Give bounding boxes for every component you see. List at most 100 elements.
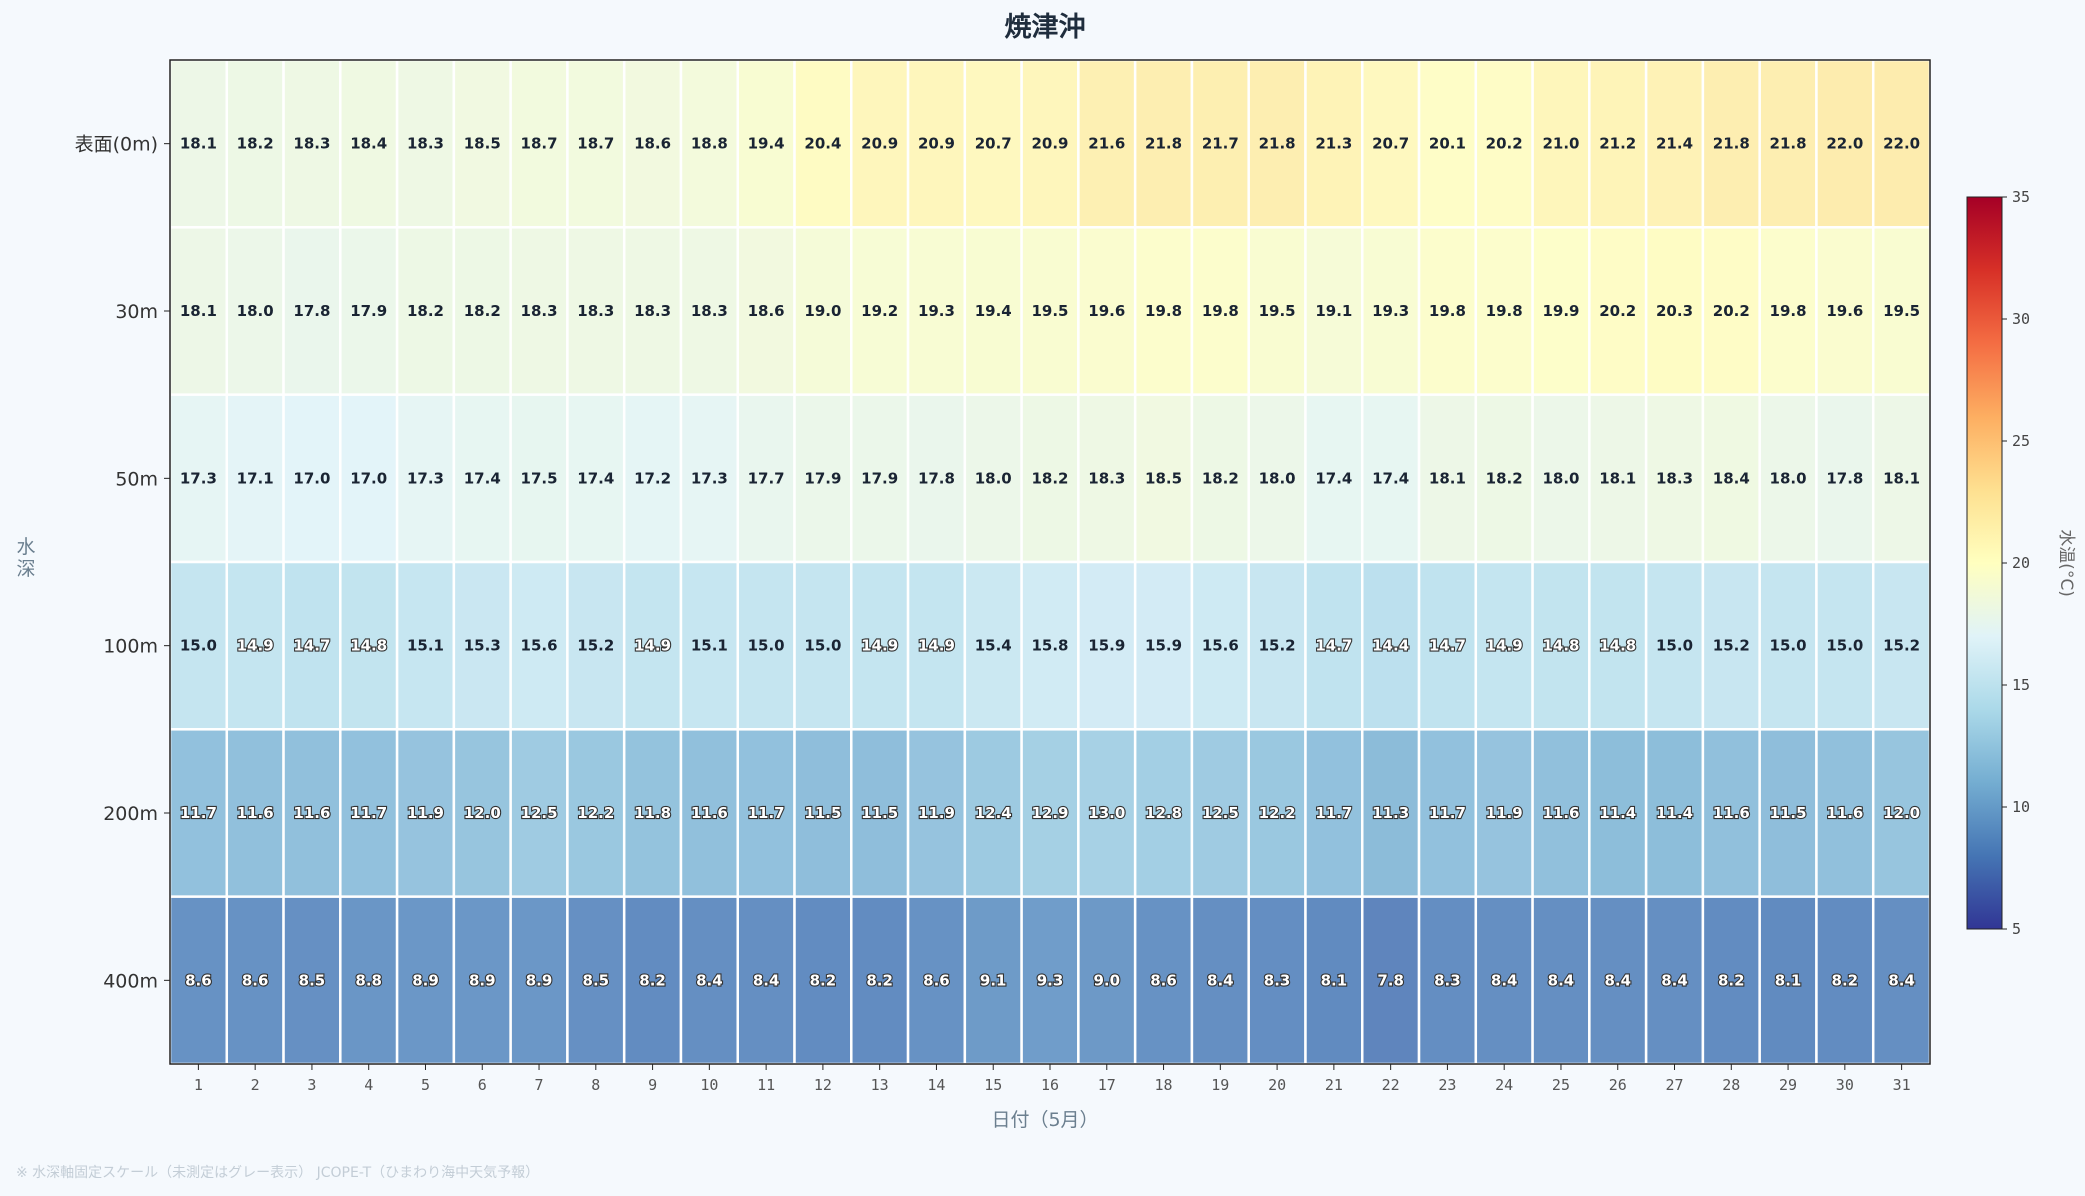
heatmap-cell bbox=[850, 393, 910, 564]
cell-value-label: 18.6 bbox=[748, 302, 785, 320]
heatmap-cell bbox=[509, 728, 569, 898]
colorbar-label: 水温(°C) bbox=[2056, 529, 2076, 597]
cell-value-label: 20.3 bbox=[1656, 302, 1693, 320]
cell-value-label: 11.4 bbox=[1656, 804, 1693, 822]
cell-value-label: 11.6 bbox=[237, 804, 274, 822]
cell-value-label: 19.6 bbox=[1088, 302, 1125, 320]
cell-value-label: 21.4 bbox=[1656, 135, 1693, 153]
cell-value-label: 8.5 bbox=[299, 971, 326, 989]
cell-value-label: 19.5 bbox=[1259, 302, 1296, 320]
heatmap-cell bbox=[1644, 58, 1705, 229]
cell-value-label: 14.8 bbox=[1542, 637, 1579, 655]
cell-value-label: 15.4 bbox=[975, 637, 1012, 655]
heatmap-cell bbox=[736, 393, 796, 564]
heatmap-cell bbox=[1474, 895, 1534, 1066]
heatmap-cell bbox=[736, 226, 796, 396]
cell-value-label: 17.4 bbox=[464, 469, 501, 487]
cell-value-label: 15.2 bbox=[1713, 637, 1750, 655]
x-tick-label: 13 bbox=[871, 1076, 889, 1094]
heatmap-cell bbox=[1247, 58, 1307, 229]
cell-value-label: 15.0 bbox=[1826, 637, 1863, 655]
cell-value-label: 9.3 bbox=[1037, 971, 1064, 989]
cell-value-label: 14.7 bbox=[293, 637, 330, 655]
heatmap-cell bbox=[1133, 226, 1194, 396]
cell-value-label: 21.8 bbox=[1259, 135, 1296, 153]
colorbar-tick-label: 15 bbox=[2012, 676, 2030, 694]
cell-value-label: 11.6 bbox=[691, 804, 728, 822]
colorbar: 5 10 15 20 25 30 35 水温(°C) bbox=[1966, 188, 2076, 938]
heatmap-cell bbox=[1758, 393, 1818, 564]
heatmap-cell bbox=[1361, 226, 1421, 396]
cell-value-label: 8.4 bbox=[696, 971, 723, 989]
heatmap-cell bbox=[1815, 560, 1875, 731]
heatmap-cell bbox=[793, 58, 853, 229]
heatmap-cell bbox=[1077, 58, 1137, 229]
cell-value-label: 15.2 bbox=[1883, 637, 1920, 655]
cell-value-label: 15.0 bbox=[180, 637, 217, 655]
cell-value-label: 11.5 bbox=[804, 804, 841, 822]
heatmap-cell bbox=[1531, 226, 1591, 396]
cell-value-label: 19.3 bbox=[1372, 302, 1409, 320]
cell-value-label: 8.6 bbox=[923, 971, 950, 989]
heatmap-cell bbox=[1247, 226, 1307, 396]
cell-value-label: 11.7 bbox=[748, 804, 785, 822]
cell-value-label: 15.9 bbox=[1145, 637, 1182, 655]
cell-value-label: 18.0 bbox=[1770, 469, 1807, 487]
heatmap-cell bbox=[1588, 560, 1648, 731]
x-tick-label: 4 bbox=[364, 1076, 373, 1094]
heatmap-cell bbox=[1020, 58, 1080, 229]
cell-value-label: 19.1 bbox=[1315, 302, 1352, 320]
cell-value-label: 8.1 bbox=[1321, 971, 1348, 989]
heatmap-cell bbox=[906, 728, 967, 898]
cell-value-label: 19.8 bbox=[1429, 302, 1466, 320]
cell-value-label: 8.4 bbox=[1661, 971, 1688, 989]
heatmap-cell bbox=[906, 226, 967, 396]
heatmap-cell bbox=[509, 895, 569, 1066]
heatmap-cell bbox=[1247, 393, 1307, 564]
heatmap-cell bbox=[1871, 728, 1932, 898]
cell-value-label: 17.1 bbox=[237, 469, 274, 487]
cell-value-label: 18.1 bbox=[1429, 469, 1466, 487]
heatmap-cell bbox=[1304, 895, 1364, 1066]
cell-value-label: 19.9 bbox=[1542, 302, 1579, 320]
x-tick-label: 12 bbox=[814, 1076, 832, 1094]
cell-value-label: 17.9 bbox=[350, 302, 387, 320]
y-tick-label: 表面(0m) bbox=[75, 134, 158, 156]
x-tick-label: 20 bbox=[1268, 1076, 1286, 1094]
heatmap-cell bbox=[1474, 728, 1534, 898]
heatmap-cell bbox=[793, 560, 853, 731]
cell-value-label: 8.9 bbox=[526, 971, 553, 989]
cell-value-label: 20.2 bbox=[1599, 302, 1636, 320]
cell-value-label: 19.3 bbox=[918, 302, 955, 320]
heatmap-cell bbox=[452, 58, 512, 229]
cell-value-label: 21.8 bbox=[1713, 135, 1750, 153]
heatmap-cell bbox=[1417, 895, 1478, 1066]
cell-value-label: 8.9 bbox=[469, 971, 496, 989]
cell-value-label: 8.6 bbox=[185, 971, 212, 989]
heatmap-cell bbox=[906, 393, 967, 564]
heatmap-cell bbox=[622, 560, 683, 731]
heatmap-cell bbox=[1361, 393, 1421, 564]
cell-value-label: 15.0 bbox=[804, 637, 841, 655]
cell-value-label: 17.4 bbox=[1315, 469, 1352, 487]
x-tick-label: 29 bbox=[1779, 1076, 1797, 1094]
heatmap-cell bbox=[1077, 560, 1137, 731]
cell-value-label: 18.6 bbox=[634, 135, 671, 153]
heatmap-cell bbox=[1531, 393, 1591, 564]
cell-value-label: 18.3 bbox=[691, 302, 728, 320]
heatmap-cell bbox=[1644, 728, 1705, 898]
colorbar-tick-label: 10 bbox=[2012, 798, 2030, 816]
cell-value-label: 17.3 bbox=[407, 469, 444, 487]
cell-value-label: 17.0 bbox=[293, 469, 330, 487]
x-tick-label: 3 bbox=[307, 1076, 316, 1094]
heatmap-cell bbox=[736, 895, 796, 1066]
cell-value-label: 8.3 bbox=[1434, 971, 1461, 989]
heatmap-cell bbox=[1020, 393, 1080, 564]
cell-value-label: 8.4 bbox=[753, 971, 780, 989]
cell-value-label: 20.9 bbox=[861, 135, 898, 153]
cell-value-label: 12.9 bbox=[1031, 804, 1068, 822]
cell-value-label: 18.1 bbox=[1883, 469, 1920, 487]
heatmap-cell bbox=[1417, 226, 1478, 396]
cell-value-label: 15.1 bbox=[407, 637, 444, 655]
heatmap-cell bbox=[452, 226, 512, 396]
